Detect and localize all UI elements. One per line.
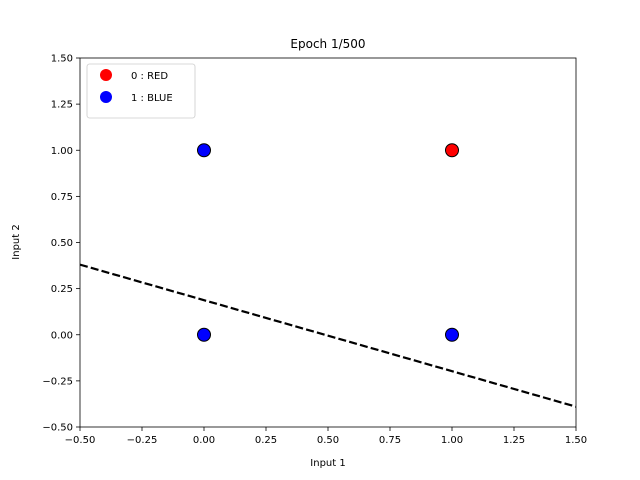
legend-marker-0 [100,69,112,81]
data-point-series-0 [445,143,459,158]
x-tick-label: 1.25 [503,435,525,446]
plot-area: −0.50 −0.25 0.00 0.25 0.50 0.75 1.00 1.25 1.50 −0… [42,54,587,447]
data-point-series-1 [197,327,211,342]
data-point-series-1 [445,327,459,342]
data-point-series-1 [197,143,211,158]
x-tick-label: 0.25 [255,435,277,446]
legend-marker-1 [100,91,112,103]
legend-box [86,63,196,119]
x-tick-label: −0.25 [127,435,158,446]
legend-label-0: 0 : RED [131,71,168,82]
y-tick-label: 1.00 [51,146,73,157]
x-tick-label: 0.75 [379,435,401,446]
chart-title: Epoch 1/500 [290,37,365,51]
decision-boundary-line [80,263,576,408]
x-tick-label: 0.50 [317,435,339,446]
y-tick-label: 0.25 [51,284,73,295]
x-tick-label: 1.50 [565,435,587,446]
y-tick-label: 1.25 [51,100,73,111]
x-axis-label: Input 1 [310,458,345,469]
x-tick-label: 0.00 [193,435,215,446]
y-tick-label: 1.50 [51,54,73,65]
plot-frame [79,57,577,428]
y-tick-label: −0.25 [42,376,73,387]
y-tick-label: −0.50 [42,423,73,434]
y-tick-label: 0.75 [51,192,73,203]
y-tick-label: 0.50 [51,238,73,249]
y-axis-label: Input 2 [11,224,22,259]
legend-label-1: 1 : BLUE [131,93,173,104]
x-tick-label: 1.00 [441,435,463,446]
x-tick-label: −0.50 [65,435,96,446]
y-tick-label: 0.00 [51,330,73,341]
